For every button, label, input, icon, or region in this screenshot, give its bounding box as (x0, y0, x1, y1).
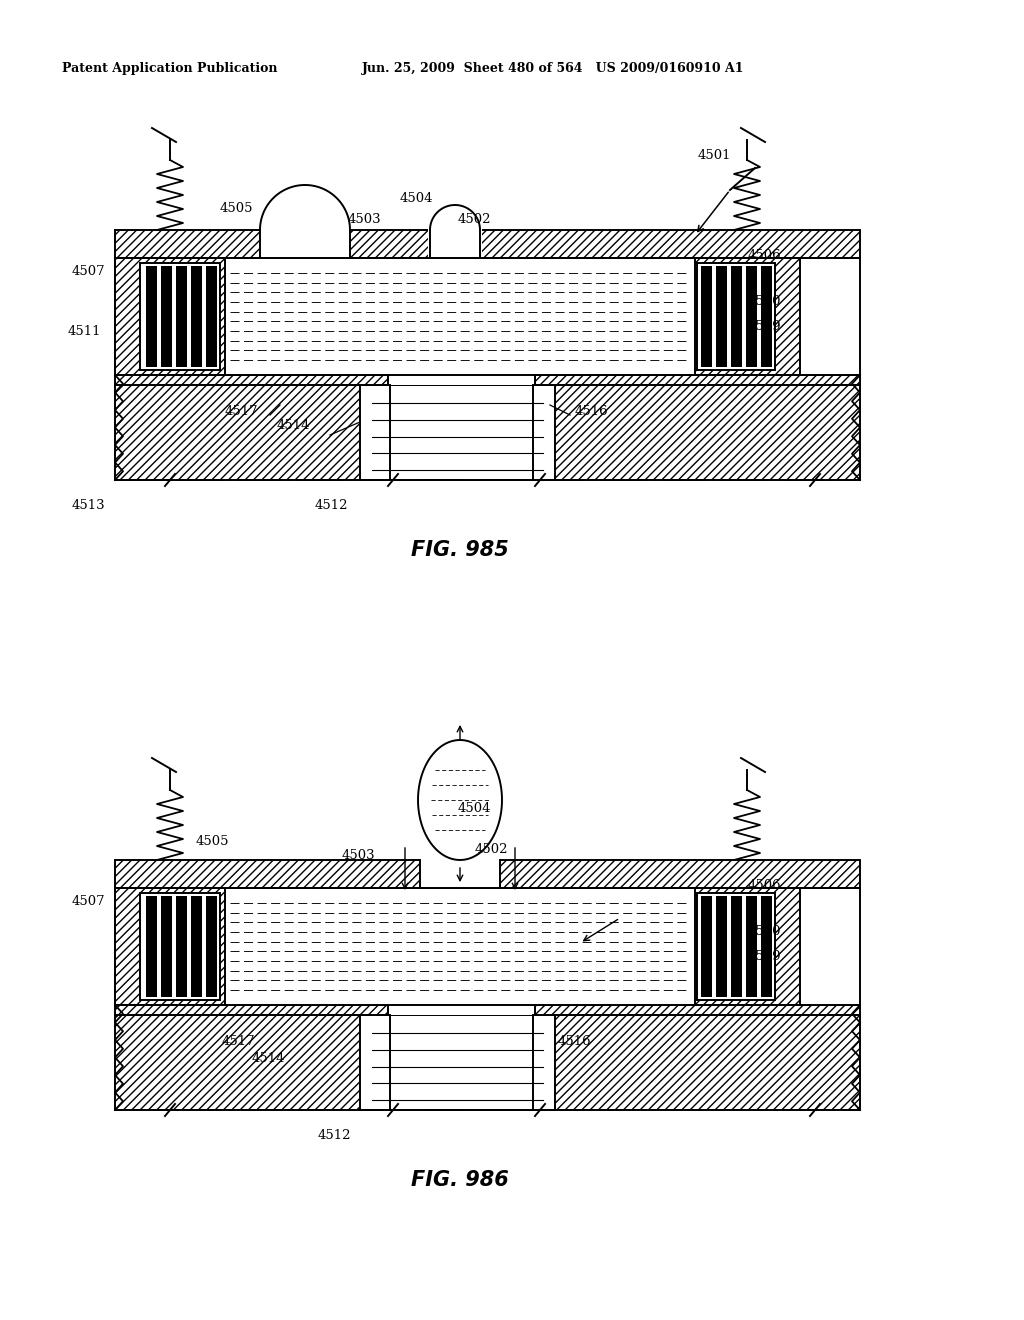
Bar (115, 861, 860, 888)
Bar (176, 896, 187, 997)
Bar (146, 896, 157, 997)
Text: 4505: 4505 (196, 836, 229, 847)
Text: 4506: 4506 (748, 879, 781, 892)
Text: FIG. 986: FIG. 986 (411, 1170, 509, 1191)
Bar (360, 1015, 555, 1110)
Text: 4503: 4503 (348, 213, 382, 226)
Text: Jun. 25, 2009  Sheet 480 of 564   US 2009/0160910 A1: Jun. 25, 2009 Sheet 480 of 564 US 2009/0… (362, 62, 744, 75)
Bar (428, 201, 482, 257)
Text: 4517: 4517 (225, 405, 259, 418)
Bar (390, 1016, 534, 1109)
Bar (535, 375, 860, 385)
Bar (535, 1005, 860, 1015)
Bar (731, 896, 742, 997)
Bar (161, 267, 172, 367)
Text: 4504: 4504 (400, 191, 433, 205)
Bar (535, 1015, 860, 1110)
Bar (115, 257, 225, 375)
Bar (761, 896, 772, 997)
Bar (161, 896, 172, 997)
Bar (140, 263, 220, 370)
Text: 4502: 4502 (458, 213, 492, 226)
Text: 4504: 4504 (458, 803, 492, 814)
Polygon shape (418, 741, 502, 861)
Text: 4511: 4511 (68, 325, 101, 338)
Bar (388, 375, 535, 385)
Bar (701, 896, 712, 997)
Text: 4512: 4512 (318, 1129, 351, 1142)
Bar (390, 385, 534, 479)
Text: 4510: 4510 (748, 925, 781, 939)
Bar (115, 1005, 388, 1015)
Bar (731, 267, 742, 367)
Bar (206, 267, 217, 367)
Text: 4502: 4502 (475, 843, 509, 855)
Bar (697, 263, 775, 370)
Bar (115, 257, 860, 375)
Text: 4514: 4514 (252, 1052, 286, 1065)
Bar (746, 896, 757, 997)
Bar (388, 1015, 535, 1110)
Bar (697, 894, 775, 1001)
Text: 4514: 4514 (278, 418, 310, 432)
Bar (701, 267, 712, 367)
Text: 4501: 4501 (698, 149, 731, 162)
Bar (115, 888, 225, 1005)
Bar (716, 267, 727, 367)
Text: FIG. 985: FIG. 985 (411, 540, 509, 560)
Bar (716, 896, 727, 997)
Bar (115, 888, 860, 1005)
Text: 4516: 4516 (558, 1035, 592, 1048)
Bar (761, 267, 772, 367)
Bar (360, 385, 555, 480)
Bar (146, 267, 157, 367)
Bar (140, 894, 220, 1001)
Text: 4509: 4509 (748, 319, 781, 333)
Bar (191, 896, 202, 997)
Text: 4503: 4503 (342, 849, 376, 862)
Bar (115, 375, 388, 385)
Bar (176, 267, 187, 367)
Text: 4506: 4506 (748, 249, 781, 261)
Bar (206, 896, 217, 997)
Bar (420, 851, 500, 888)
Bar (191, 267, 202, 367)
Text: 4507: 4507 (72, 265, 105, 279)
Text: 4509: 4509 (748, 950, 781, 964)
Text: Patent Application Publication: Patent Application Publication (62, 62, 278, 75)
Text: 4512: 4512 (315, 499, 348, 512)
Bar (115, 1015, 388, 1110)
Bar (695, 888, 800, 1005)
Text: 4505: 4505 (220, 202, 254, 215)
Bar (260, 180, 350, 257)
Text: 4510: 4510 (748, 294, 781, 308)
Bar (695, 257, 800, 375)
Bar (388, 385, 535, 480)
Bar (388, 1005, 535, 1015)
Text: 4517: 4517 (222, 1035, 256, 1048)
Bar (115, 385, 388, 480)
Bar (746, 267, 757, 367)
Text: 4513: 4513 (72, 499, 105, 512)
Bar (115, 230, 860, 257)
Text: 4507: 4507 (72, 895, 105, 908)
Text: 4516: 4516 (575, 405, 608, 418)
Bar (535, 385, 860, 480)
